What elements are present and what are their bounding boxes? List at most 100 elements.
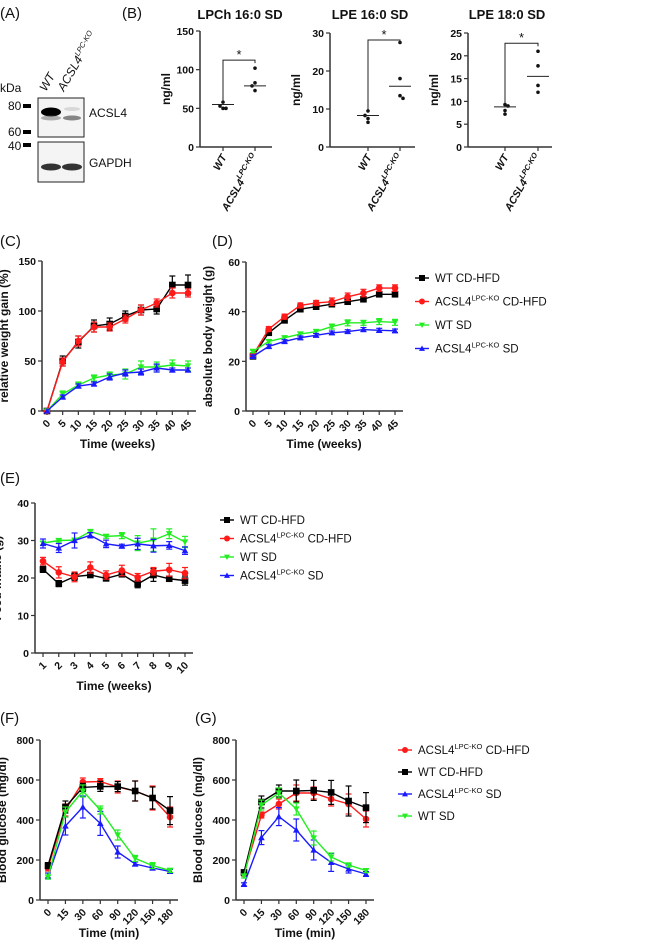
text-span: CD-HFD	[304, 534, 351, 546]
marker-triangle-up	[181, 547, 189, 554]
x-tick-label: 40	[162, 418, 179, 435]
text-span: ACSL4	[435, 297, 472, 309]
y-tick-label: 0	[224, 895, 230, 907]
y-tick-label: 20	[312, 66, 324, 78]
text-span: WT SD	[418, 811, 455, 823]
marker-circle	[134, 573, 141, 581]
y-tick-label: 40	[17, 498, 29, 510]
legend-label: ACSL4LPC-KO SD	[418, 786, 502, 801]
x-tick-label: 180	[351, 907, 372, 928]
x-tick-label: 0	[247, 418, 260, 431]
legend-label: ACSL4LPC-KO CD-HFD	[435, 294, 547, 309]
marker-square	[165, 575, 173, 583]
x-tick-label: 6	[115, 660, 128, 673]
marker-triangle-down	[149, 862, 156, 869]
y-tick-label: 50	[24, 356, 36, 368]
marker-triangle-up	[169, 366, 176, 373]
y-tick-label: 15	[450, 74, 462, 86]
y-tick-label: 400	[212, 815, 230, 827]
legend-label: WT SD	[435, 320, 472, 332]
text-span: LPC-KO	[454, 742, 482, 751]
marker-circle	[106, 323, 113, 331]
series-ko_cdhfd	[44, 777, 174, 872]
x-tick-label: 0	[41, 418, 54, 431]
marker-triangle-up	[122, 369, 129, 376]
band-label-gapdh: GAPDH	[89, 156, 132, 170]
marker-triangle-down	[344, 320, 351, 327]
data-point	[221, 100, 225, 104]
marker-circle	[71, 573, 78, 581]
series-line	[243, 815, 367, 885]
marker-triangle-up	[137, 368, 145, 375]
marker-triangle-up	[345, 865, 352, 872]
panel-label-d: (D)	[212, 233, 233, 250]
marker-triangle-down	[310, 835, 318, 842]
chart-b1: 0 50 100 150 ng/ml LPCh 16:0 SD WT ACSL4LPC-KO *	[159, 7, 283, 214]
marker-square	[297, 305, 304, 313]
marker-triangle-down	[297, 331, 304, 338]
marker-square	[375, 290, 383, 298]
marker-square	[344, 298, 351, 306]
marker-square	[96, 783, 104, 790]
y-axis-label: ng/ml	[289, 74, 303, 106]
data-point	[366, 120, 370, 125]
x-axis-label: Time (min)	[275, 926, 335, 940]
text-span: WT CD-HFD	[240, 515, 305, 527]
marker-circle	[75, 337, 82, 345]
x-tick-label: 30	[130, 418, 147, 435]
series-line	[46, 364, 189, 412]
text-span: WT CD-HFD	[435, 273, 500, 285]
y-tick-label: 20	[17, 573, 29, 585]
series-line	[47, 789, 171, 878]
series-wt_sd	[240, 787, 370, 880]
marker-triangle-down	[375, 318, 383, 325]
marker-square	[240, 869, 248, 876]
y-tick-label: 800	[16, 735, 34, 747]
y-tick-label: 30	[312, 28, 324, 40]
text-span: LPC-KO	[234, 151, 256, 181]
marker-triangle-up	[39, 540, 47, 547]
x-tick-label: 45	[177, 418, 194, 435]
marker-triangle-down	[345, 862, 352, 869]
x-tick-label: 7	[131, 660, 144, 673]
text-span: WT	[211, 151, 230, 173]
x-tick-label: 0	[238, 907, 251, 920]
series-wt_cdhfd	[44, 780, 174, 870]
marker-triangle-up	[281, 338, 288, 345]
y-tick-label: 200	[16, 855, 34, 867]
marker-square	[134, 580, 141, 588]
marker-circle	[169, 289, 176, 297]
series-line	[46, 284, 188, 412]
marker-triangle-up	[375, 326, 383, 333]
marker-triangle-up	[249, 353, 257, 360]
marker-triangle-up	[102, 540, 110, 547]
marker-triangle-down	[87, 528, 94, 535]
x-tick-label: 120	[316, 907, 337, 928]
marker-triangle-down	[240, 873, 248, 880]
legend-item-wt_cdhfd: WT CD-HFD	[398, 767, 483, 779]
x-tick-label: 45	[384, 418, 401, 435]
series-line	[42, 568, 186, 585]
legend-item-ko_cdhfd: ACSL4LPC-KO CD-HFD	[220, 531, 352, 546]
legend-label: WT CD-HFD	[240, 515, 305, 527]
text-span: LPC-KO	[471, 341, 499, 350]
marker-circle	[122, 315, 129, 323]
data-point	[536, 64, 540, 68]
band-ko-gapdh	[62, 163, 82, 171]
y-tick-label: 20	[228, 356, 240, 368]
x-tick-label: 3	[68, 660, 81, 673]
y-axis-label: Blood glucose (mg/dl)	[191, 757, 205, 883]
marker-60: 60	[8, 125, 22, 139]
marker-triangle-up	[344, 328, 351, 335]
marker-triangle-up	[265, 343, 273, 350]
marker-square	[327, 789, 335, 796]
x-tick-label: 15	[83, 418, 100, 435]
marker-square	[345, 797, 352, 805]
y-tick-label: 10	[17, 611, 29, 623]
marker-triangle-up	[184, 366, 192, 373]
data-point	[253, 88, 257, 93]
series-ko_sd	[43, 363, 192, 414]
x-tick-label: 35	[146, 418, 163, 435]
x-tick-label: 5	[262, 418, 275, 431]
